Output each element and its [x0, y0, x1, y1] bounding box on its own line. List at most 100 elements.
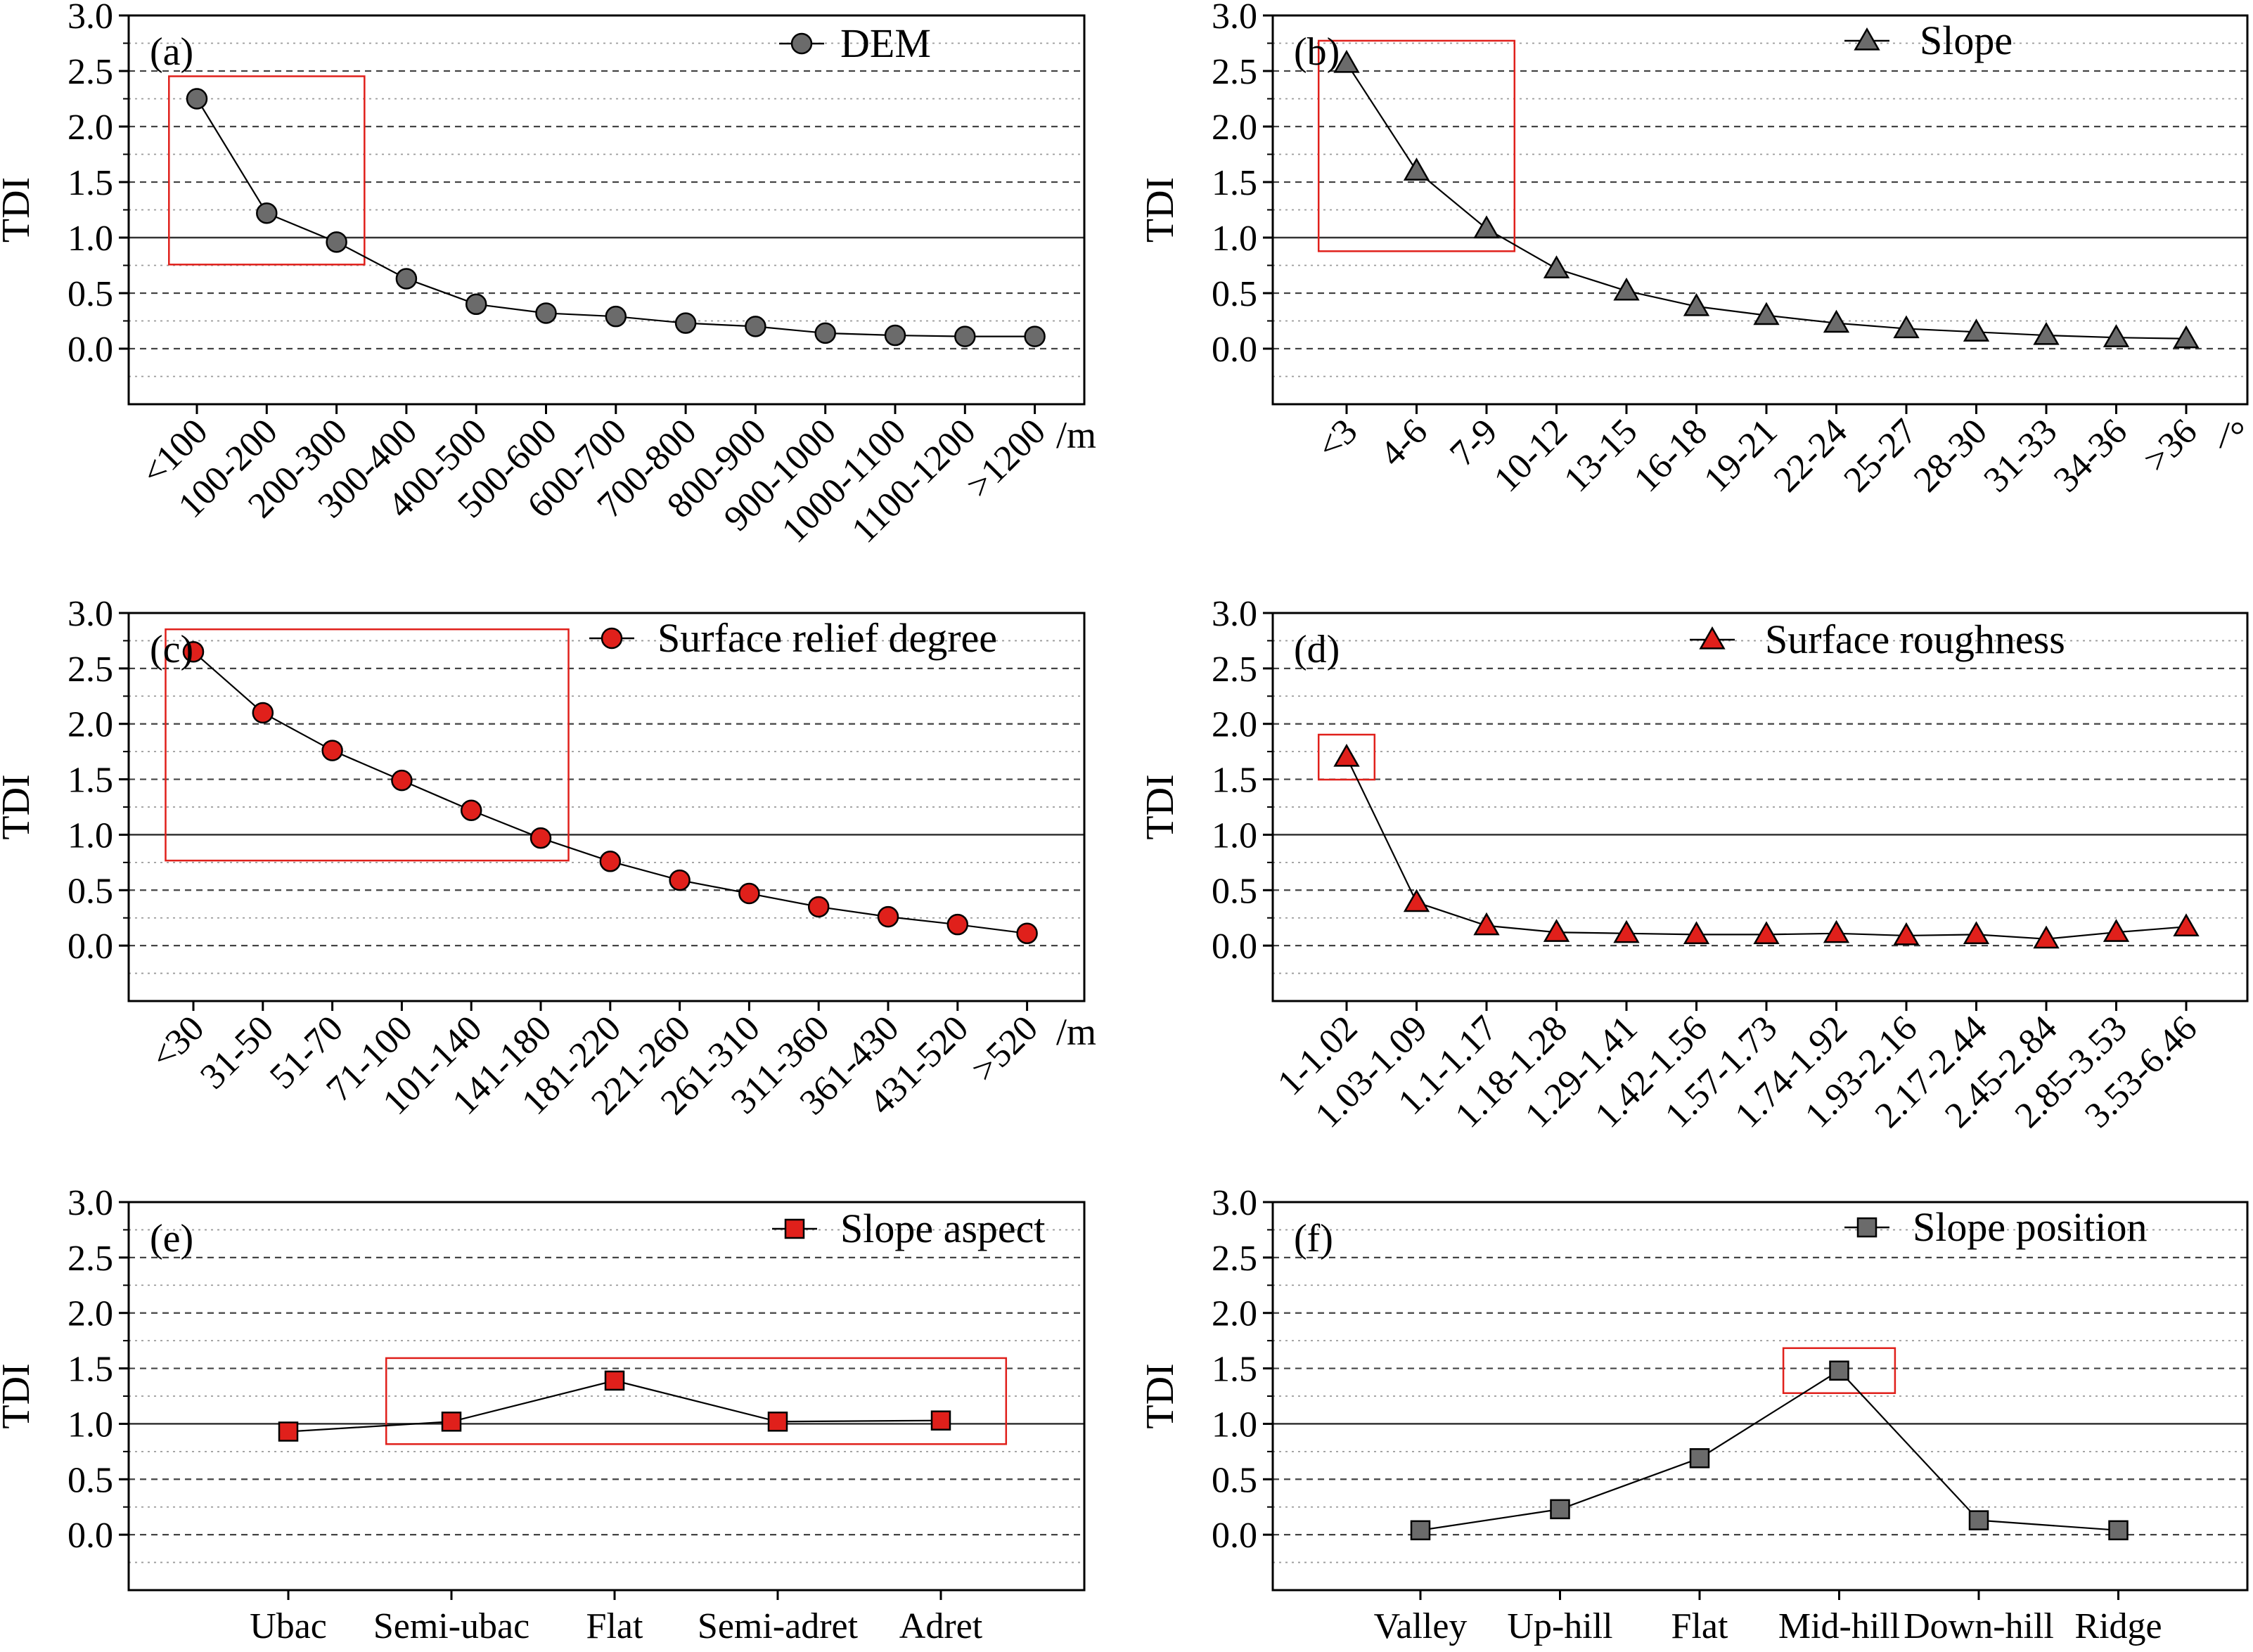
y-axis-label: TDI	[0, 177, 38, 243]
panel-label: (a)	[150, 30, 193, 74]
x-tick-label: Ridge	[2074, 1606, 2162, 1646]
x-tick-label: >1200	[959, 411, 1054, 506]
x-tick-label: Semi-adret	[698, 1606, 859, 1646]
x-tick-label: >520	[964, 1008, 1046, 1090]
legend: Surface roughness	[1690, 617, 2065, 662]
data-point	[1403, 889, 1430, 912]
data-point	[1968, 1510, 1989, 1530]
y-tick-label: 2.5	[1212, 650, 1257, 690]
data-point	[1823, 919, 1850, 943]
data-point	[1403, 157, 1430, 181]
data-point	[2103, 324, 2130, 347]
data-point	[529, 827, 552, 849]
x-tick-label: Flat	[1671, 1606, 1728, 1646]
y-axis-label: TDI	[1138, 177, 1182, 243]
y-tick-label: 2.0	[68, 1294, 113, 1334]
data-point	[1473, 215, 1500, 238]
legend-label: Surface roughness	[1765, 617, 2065, 662]
x-axis-unit: /°	[2219, 414, 2245, 456]
data-point	[1683, 292, 1710, 316]
x-tick-label: 34-36	[2046, 411, 2135, 500]
data-point	[2108, 1520, 2129, 1541]
highlight-box	[165, 628, 570, 862]
data-point	[745, 316, 766, 337]
legend-label: Slope aspect	[840, 1206, 1046, 1251]
y-tick-label: 3.0	[68, 1183, 113, 1223]
y-tick-label: 1.5	[1212, 163, 1257, 203]
legend-marker	[784, 1218, 805, 1239]
data-point	[669, 869, 691, 891]
y-tick-label: 0.5	[68, 871, 113, 911]
y-tick-label: 0.0	[1212, 927, 1257, 967]
data-point	[807, 896, 830, 918]
legend: Slope	[1844, 18, 2013, 63]
data-point	[1613, 277, 1640, 301]
legend-marker	[790, 32, 813, 55]
data-point	[186, 88, 208, 110]
x-tick-label: <3	[1309, 411, 1365, 467]
data-point	[1683, 921, 1710, 944]
y-tick-label: 2.0	[1212, 1294, 1257, 1334]
data-point	[930, 1410, 951, 1431]
legend: Surface relief degree	[589, 615, 997, 661]
x-tick-label: 28-30	[1906, 411, 1995, 500]
x-tick-label: Down-hill	[1904, 1606, 2054, 1646]
data-point	[1016, 922, 1038, 945]
y-axis-label: TDI	[0, 774, 38, 839]
y-tick-label: 0.5	[68, 274, 113, 314]
y-tick-label: 0.0	[1212, 1516, 1257, 1556]
data-point	[1893, 315, 1920, 339]
y-tick-label: 1.0	[1212, 1405, 1257, 1445]
x-axis-unit: /m	[1056, 414, 1096, 456]
data-point	[395, 268, 418, 290]
data-point	[767, 1412, 788, 1432]
x-axis-unit: /m	[1056, 1011, 1096, 1053]
y-tick-label: 1.0	[1212, 219, 1257, 259]
series-line	[193, 651, 1027, 934]
y-tick-label: 1.5	[68, 163, 113, 203]
chart-panel-a: 3.02.52.01.51.00.50.0TDI<100100-200200-3…	[0, 0, 1096, 550]
x-tick-label: 19-21	[1696, 411, 1785, 500]
data-point	[182, 640, 205, 663]
y-axis-label: TDI	[0, 1363, 38, 1428]
highlight-box	[385, 1357, 1008, 1445]
data-point	[1543, 919, 1570, 942]
plot-frame	[127, 612, 1086, 1002]
data-point	[1829, 1360, 1849, 1381]
legend-label: Slope	[1920, 18, 2013, 63]
data-point	[674, 312, 697, 334]
y-tick-label: 0.0	[68, 330, 113, 370]
y-tick-label: 0.0	[68, 1516, 113, 1556]
highlight-box	[1782, 1347, 1896, 1394]
y-tick-label: 2.5	[68, 52, 113, 92]
data-point	[884, 324, 906, 347]
panel-label: (f)	[1294, 1217, 1333, 1260]
data-point	[256, 202, 278, 224]
chart-panel-f: 3.0 2.5 2.0 1.5 1.0 0.5 0.0 TDI Valley Up-hill Fla…	[1138, 1183, 2249, 1646]
series-line	[1420, 1369, 2119, 1531]
legend-marker	[1856, 1217, 1878, 1238]
data-point	[2033, 322, 2060, 345]
data-point	[1543, 255, 1570, 278]
x-tick-label: Semi-ubac	[373, 1606, 529, 1646]
data-point	[535, 302, 557, 324]
data-point	[326, 231, 347, 253]
data-point	[954, 325, 976, 347]
chart-panel-c: 3.02.52.01.51.00.50.0TDI<3031-5051-7071-…	[0, 594, 1096, 1123]
y-axis-label: TDI	[1138, 774, 1182, 839]
data-point	[278, 1421, 299, 1442]
highlight-box	[1317, 733, 1376, 781]
x-tick-label: 13-15	[1556, 411, 1645, 500]
legend-label: Surface relief degree	[657, 615, 997, 661]
data-point	[465, 293, 487, 316]
data-point	[1333, 744, 1360, 767]
data-point	[1753, 302, 1780, 325]
x-tick-label: Flat	[586, 1606, 643, 1646]
data-point	[391, 769, 413, 792]
y-tick-label: 0.5	[1212, 871, 1257, 911]
legend: Slope aspect	[772, 1206, 1046, 1251]
series-line	[196, 98, 1035, 337]
x-tick-label: Up-hill	[1507, 1606, 1612, 1646]
y-tick-label: 2.5	[1212, 1239, 1257, 1279]
data-point	[946, 913, 969, 936]
